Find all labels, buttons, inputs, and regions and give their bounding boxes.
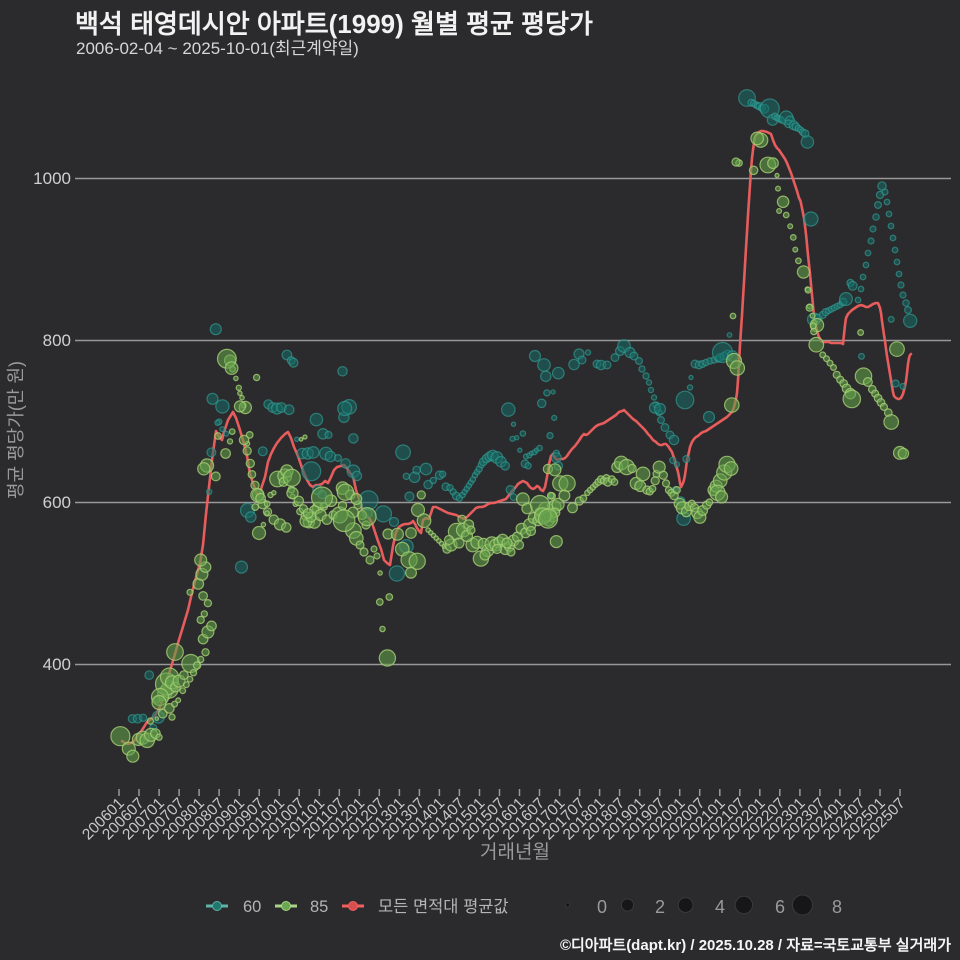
svg-text:2006-02-04 ~ 2025-10-01(최근계약일): 2006-02-04 ~ 2025-10-01(최근계약일) bbox=[76, 39, 359, 58]
svg-text:2: 2 bbox=[655, 897, 665, 917]
svg-text:60: 60 bbox=[243, 898, 261, 916]
svg-text:평균 평당가(만 원): 평균 평당가(만 원) bbox=[6, 361, 26, 499]
svg-text:6: 6 bbox=[775, 897, 785, 917]
svg-text:거래년월: 거래년월 bbox=[480, 841, 550, 863]
svg-text:400: 400 bbox=[43, 655, 71, 674]
svg-text:8: 8 bbox=[832, 897, 842, 917]
svg-text:모든 면적대 평균값: 모든 면적대 평균값 bbox=[378, 897, 509, 916]
svg-text:백석 태영데시안 아파트(1999) 월별 평균 평당가: 백석 태영데시안 아파트(1999) 월별 평균 평당가 bbox=[75, 9, 593, 39]
svg-text:1000: 1000 bbox=[33, 169, 71, 188]
svg-text:4: 4 bbox=[715, 897, 725, 917]
svg-text:800: 800 bbox=[43, 331, 71, 350]
svg-text:©디아파트(dapt.kr) / 2025.10.28 /: ©디아파트(dapt.kr) / 2025.10.28 / 자료=국토교통부 실… bbox=[560, 937, 951, 954]
svg-text:0: 0 bbox=[597, 897, 607, 917]
svg-text:85: 85 bbox=[310, 898, 328, 916]
svg-text:600: 600 bbox=[43, 493, 71, 512]
